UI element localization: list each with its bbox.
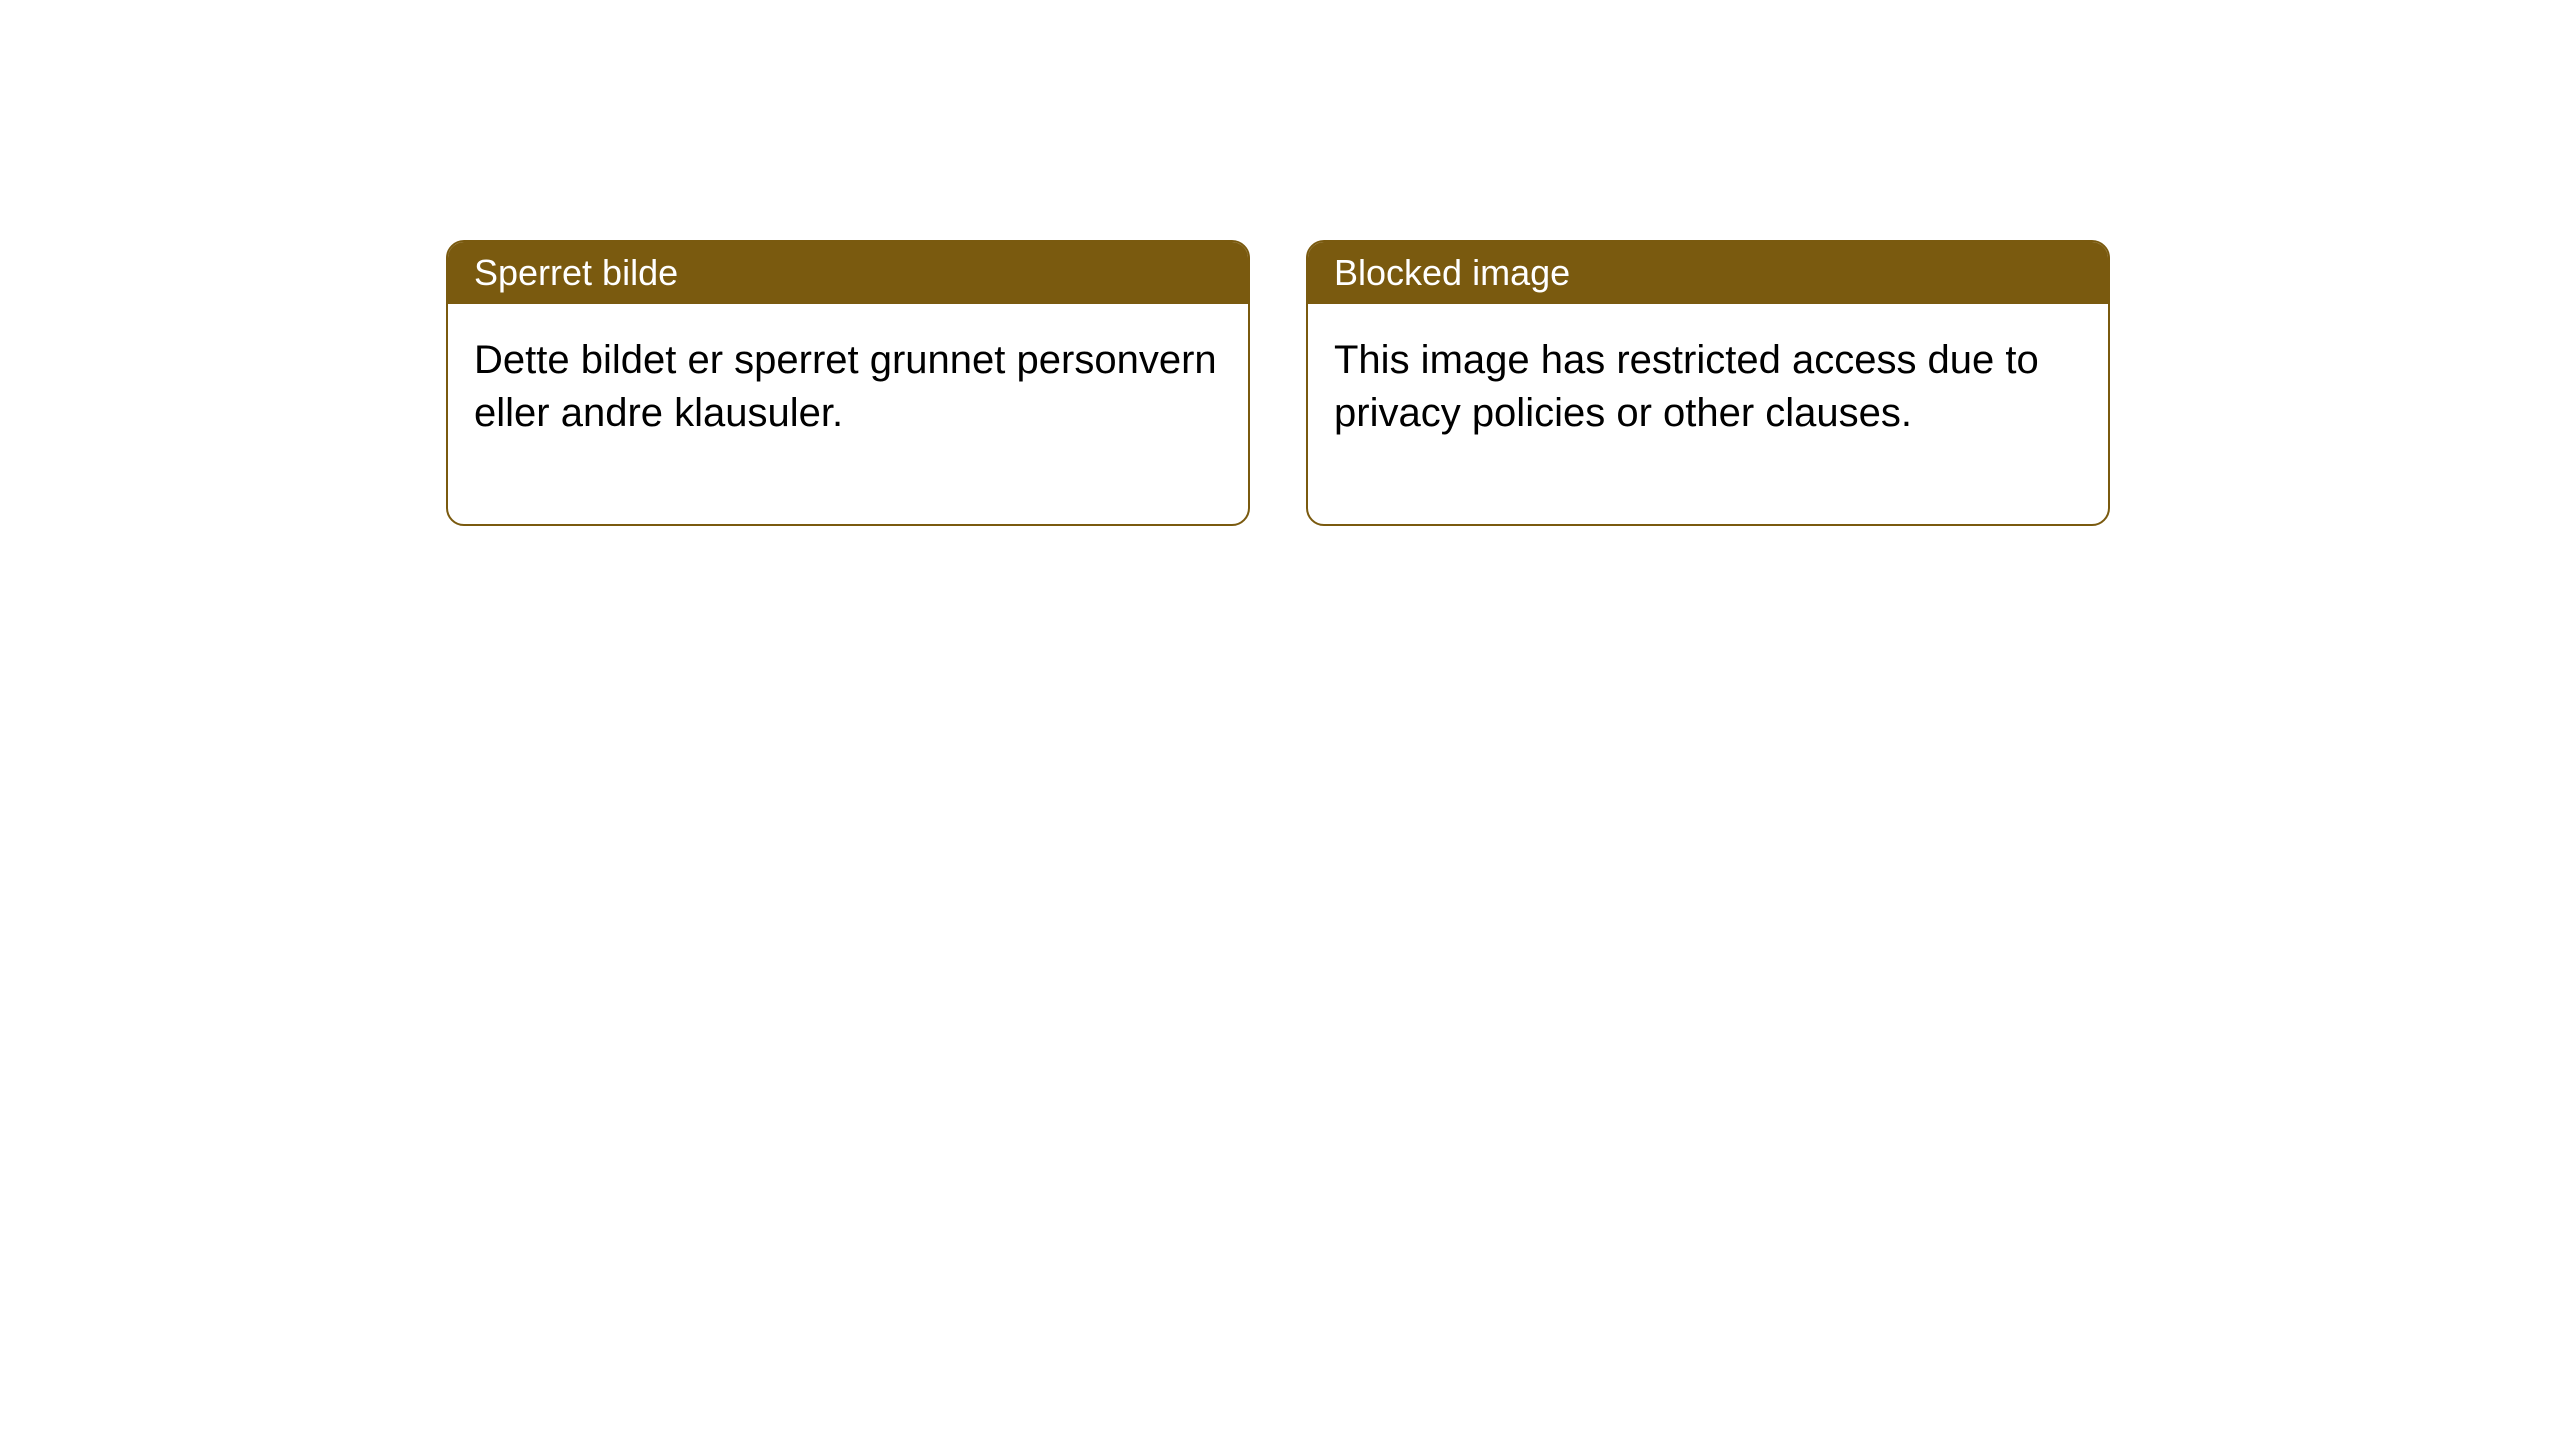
notice-title: Sperret bilde: [474, 252, 678, 293]
notice-box-english: Blocked image This image has restricted …: [1306, 240, 2110, 526]
notice-body: Dette bildet er sperret grunnet personve…: [448, 304, 1248, 524]
notice-title: Blocked image: [1334, 252, 1570, 293]
notice-header: Blocked image: [1308, 242, 2108, 304]
notice-body-text: This image has restricted access due to …: [1334, 338, 2039, 435]
notice-box-norwegian: Sperret bilde Dette bildet er sperret gr…: [446, 240, 1250, 526]
notice-header: Sperret bilde: [448, 242, 1248, 304]
notice-container: Sperret bilde Dette bildet er sperret gr…: [0, 0, 2560, 526]
notice-body-text: Dette bildet er sperret grunnet personve…: [474, 338, 1217, 435]
notice-body: This image has restricted access due to …: [1308, 304, 2108, 524]
